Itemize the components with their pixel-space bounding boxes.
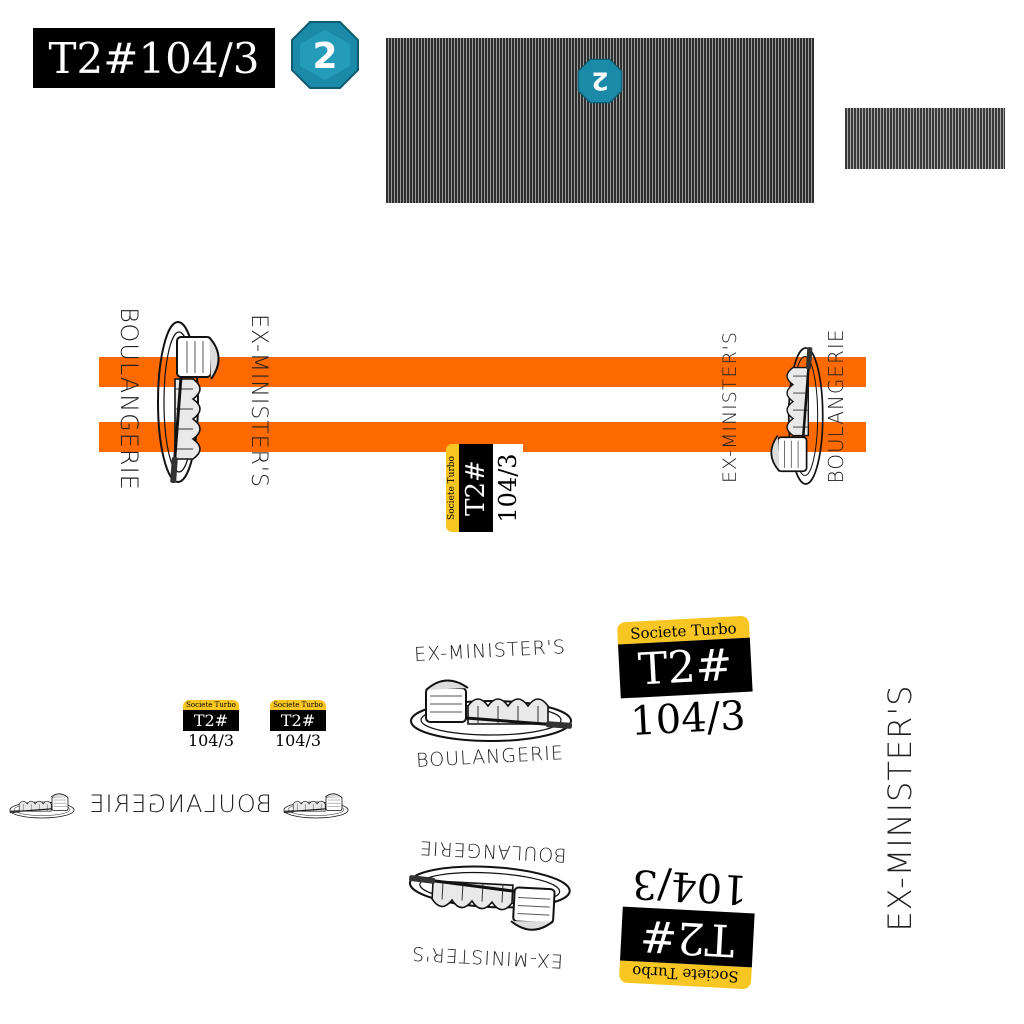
bakery-logo-upright: EX-MINISTER'S BOULANGERIE — [400, 636, 580, 776]
badge-number: 104/3 — [629, 692, 747, 745]
ex-ministers-label-left: EX-MINISTER'S — [246, 314, 271, 488]
badge-number: 104/3 — [187, 731, 235, 750]
badge-code: T2# — [619, 906, 755, 968]
ex-ministers-label: EX-MINISTER'S — [413, 636, 567, 666]
striped-panel-small — [845, 108, 1005, 169]
badge-number: 104/3 — [274, 731, 322, 750]
badge-tiny-1: Societe Turbo T2# 104/3 — [183, 700, 239, 751]
bread-platter-icon-left — [153, 317, 233, 487]
bread-platter-icon — [402, 858, 576, 947]
bread-platter-icon-right — [759, 344, 827, 489]
orange-band-top — [99, 357, 866, 387]
bakery-logo-inverted: EX-MINISTER'S BOULANGERIE — [396, 827, 583, 976]
octagon-2-small-icon: 2 — [577, 58, 623, 104]
boulangerie-label-right: BOULANGERIE — [824, 328, 848, 484]
badge-company: Societe Turbo — [183, 700, 239, 710]
boulangerie-strip-mirrored: BOULANGERIE — [10, 784, 350, 824]
badge-code: T2# — [459, 444, 493, 532]
badge-company: Societe Turbo — [270, 700, 326, 710]
logo-numeral-small: 2 — [591, 66, 608, 95]
badge-code: T2# — [617, 637, 753, 699]
badge-rotated-small: Societe Turbo T2# 104/3 — [445, 444, 523, 533]
ex-ministers-vertical: EX-MINISTER'S — [881, 684, 919, 932]
ex-ministers-label: EX-MINISTER'S — [410, 941, 564, 972]
bread-platter-icon — [406, 666, 576, 746]
octagon-2-logo-icon: 2 — [290, 20, 360, 90]
badge-company: Societe Turbo — [446, 444, 459, 532]
logo-numeral: 2 — [312, 36, 337, 77]
badge-number: 104/3 — [631, 860, 749, 913]
bread-platter-icon-strip-1 — [282, 788, 350, 820]
boulangerie-label-left: BOULANGERIE — [115, 307, 143, 491]
badge-tiny-2: Societe Turbo T2# 104/3 — [270, 700, 326, 751]
badge-large-upright: Societe Turbo T2# 104/3 — [616, 615, 755, 747]
bread-platter-icon-strip-2 — [8, 788, 76, 820]
badge-code: T2# — [183, 710, 239, 731]
badge-large-inverted: Societe Turbo T2# 104/3 — [618, 859, 757, 990]
boulangerie-strip-label: BOULANGERIE — [88, 790, 272, 818]
title-plate-text: T2#104/3 — [48, 33, 260, 83]
badge-code: T2# — [270, 710, 326, 731]
badge-number: 104/3 — [493, 444, 523, 532]
title-plate: T2#104/3 — [33, 28, 275, 88]
ex-ministers-label-right: EX-MINISTER'S — [719, 331, 741, 483]
